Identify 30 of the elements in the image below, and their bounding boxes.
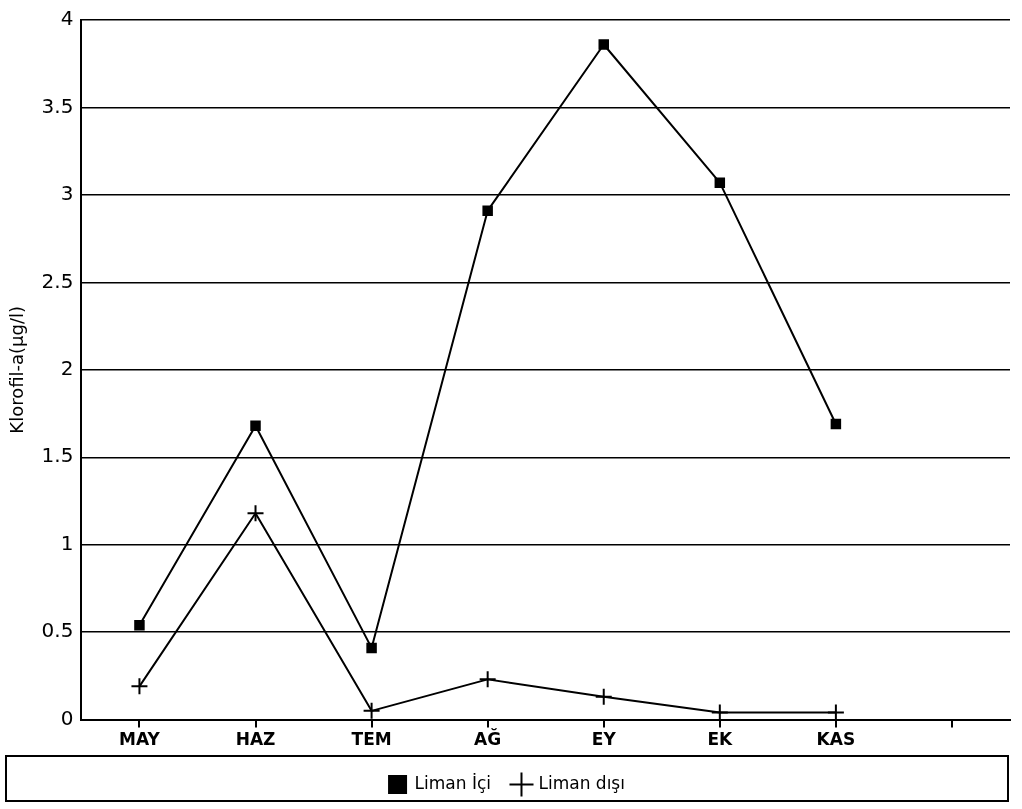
x-tick-label: MAY (119, 729, 161, 750)
point (246, 504, 265, 523)
x-tick-label: KAS (816, 729, 856, 750)
point (714, 177, 726, 188)
x-tick-label: AĞ (474, 728, 502, 750)
y-tick-label: 2.5 (41, 268, 74, 293)
y-tick-label: 2 (60, 356, 74, 380)
y-tick-label: 1 (60, 530, 74, 555)
point (130, 677, 149, 696)
y-tick-label: 3.5 (41, 93, 74, 118)
point (250, 420, 261, 432)
y-tick-label: 3 (60, 181, 74, 206)
point (134, 619, 145, 631)
legend-label: Liman İçi (414, 772, 491, 793)
x-tick-label: HAZ (235, 729, 276, 750)
point (594, 687, 613, 706)
x-tick-label: EY (591, 729, 617, 750)
point (478, 670, 497, 689)
legend-label: Liman dışı (538, 772, 625, 793)
x-tick-label: EK (707, 729, 734, 750)
y-tick-label: 4 (60, 6, 74, 31)
point (482, 205, 493, 216)
y-axis-title: Klorofil-a(µg/l) (6, 305, 28, 434)
y-tick-label: 1.5 (41, 443, 74, 468)
x-tick-label: TEM (351, 729, 392, 750)
y-tick-label: 0.5 (41, 618, 74, 643)
point (598, 39, 609, 50)
y-tick-label: 0 (60, 705, 74, 730)
point (830, 418, 842, 430)
point (366, 642, 377, 654)
